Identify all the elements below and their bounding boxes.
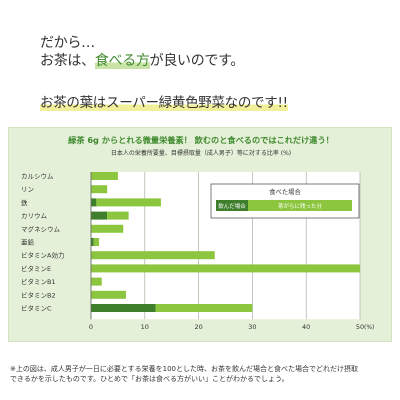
legend-swatch-drink [216,200,248,211]
bar-segment [91,238,94,246]
bar-segment [91,198,97,207]
headline-highlight: 食べる方 [94,53,150,69]
legend-swatch-leaves [248,200,352,211]
headline-text: なのです!! [224,95,288,111]
legend-title: 食べた場合 [269,187,301,196]
category-label: ビタミンE [21,264,51,273]
category-label: リン [21,186,34,194]
bar-segment [91,224,124,233]
headline-line3: お茶の葉はスーパー緑黄色野菜なのです!! [40,91,288,111]
category-label: カルシウム [21,173,54,181]
category-label: 鉄 [21,198,28,207]
x-tick-label: 0 [89,323,93,331]
x-tick-label: 10 [141,323,149,331]
category-label: マグネシウム [21,224,61,233]
headline-text: だから… [40,35,95,51]
x-tick-label: 20 [194,323,202,331]
x-tick-label: 40 [302,323,310,331]
nutrient-bar-chart: 緑茶 6g からとれる微量栄養素！ 飲むのと食べるのではこれだけ違う！ 日本人の栄… [21,135,374,331]
category-label: ビタミンA効力 [21,251,64,260]
headline-text: が良いのです。 [149,53,245,69]
bar-segment [91,277,102,286]
x-unit-label: (%) [364,324,374,331]
headline-text: お茶は、 [40,53,95,69]
bar-segment [107,211,129,220]
chart-title: 緑茶 6g からとれる微量栄養素！ 飲むのと食べるのではこれだけ違う！ [68,135,334,145]
headline-line2: お茶は、食べる方が良いのです。 [40,50,244,70]
bar-segment [91,264,360,273]
bar-segment [93,238,100,246]
bar-segment [91,211,108,220]
headline-highlight: スーパー緑黄色野菜 [106,95,225,111]
x-tick-label: 30 [248,323,256,331]
bar-segment [96,198,161,207]
footnote: ※上の図は、成人男子が一日に必要とする栄養を100とした時、お茶を飲んだ場合と食… [10,365,359,383]
legend-label-leaves: 茶がらに残った分 [278,202,323,210]
category-label: カリウム [21,212,48,220]
category-label: ビタミンB1 [21,277,56,286]
bar-segment [91,290,126,299]
chart-panel: 緑茶 6g からとれる微量栄養素！ 飲むのと食べるのではこれだけ違う！ 日本人の栄… [8,127,392,342]
bar-segment [155,304,253,312]
x-tick-label: 50 [356,323,364,331]
bar-segment [91,304,156,312]
legend-label-drink: 飲んだ場合 [218,202,246,210]
bar-segment [91,251,215,260]
bar-segment [91,185,108,194]
chart-subtitle: 日本人の栄養所要量、目標摂取量（成人男子）等に対する比率 (%) [111,149,291,157]
bar-segment [91,172,118,180]
category-label: ビタミンB2 [21,290,56,299]
category-label: 亜鉛 [21,238,35,247]
headline-text: お茶の葉は [40,95,106,111]
headline-line1: だから… [40,32,95,52]
category-label: ビタミンC [21,304,52,313]
